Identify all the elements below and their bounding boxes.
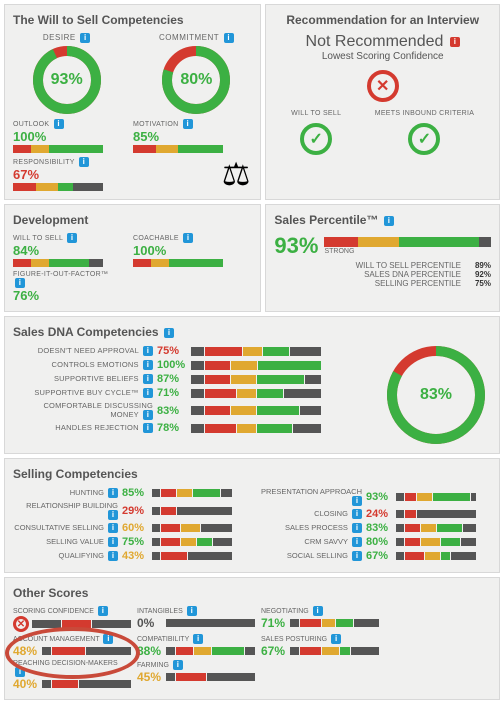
x-icon: ✕ bbox=[367, 70, 399, 102]
info-icon[interactable]: i bbox=[173, 660, 183, 670]
info-icon[interactable]: i bbox=[384, 216, 394, 226]
stat-outlook: OUTLOOK i 100% bbox=[13, 119, 113, 153]
sell-row: HUNTING i 85% bbox=[13, 487, 247, 499]
pct-row: SALES DNA PERCENTILE92% bbox=[274, 270, 491, 279]
sell-row: SOCIAL SELLING i 67% bbox=[257, 550, 491, 562]
gauge-commitment: COMMITMENT i 80% bbox=[159, 33, 234, 115]
pct-rating: STRONG bbox=[324, 248, 491, 255]
info-icon[interactable]: i bbox=[183, 233, 193, 243]
other-item: COMPATIBILITY i 88% bbox=[137, 634, 255, 658]
x-icon: ✕ bbox=[13, 616, 29, 632]
info-icon[interactable]: i bbox=[15, 667, 25, 677]
sell-row: QUALIFYING i 43% bbox=[13, 550, 247, 562]
other-title: Other Scores bbox=[13, 586, 491, 600]
sell-row: PRESENTATION APPROACH i 93% bbox=[257, 487, 491, 506]
dev-stat: FIGURE-IT-OUT-FACTOR™ i 76% bbox=[13, 271, 113, 303]
other-item: FARMING i 45% bbox=[137, 660, 255, 691]
sell-row: SALES PROCESS i 83% bbox=[257, 522, 491, 534]
dev-stat: COACHABLE i 100% bbox=[133, 233, 233, 267]
dna-panel: Sales DNA Competencies i DOESN'T NEED AP… bbox=[4, 316, 500, 454]
pct-title: Sales Percentile™ i bbox=[274, 213, 491, 227]
pct-row: SELLING PERCENTILE75% bbox=[274, 279, 491, 288]
info-icon[interactable]: i bbox=[450, 37, 460, 47]
info-icon[interactable]: i bbox=[352, 496, 362, 506]
recommendation-panel: Recommendation for an Interview Not Reco… bbox=[265, 4, 500, 200]
rec-title: Recommendation for an Interview bbox=[274, 13, 491, 27]
info-icon[interactable]: i bbox=[224, 33, 234, 43]
info-icon[interactable]: i bbox=[164, 328, 174, 338]
info-icon[interactable]: i bbox=[193, 634, 203, 644]
check-icon: ✓ bbox=[408, 123, 440, 155]
development-panel: Development WILL TO SELL i 84% COACHABLE… bbox=[4, 204, 261, 312]
other-item: REACHING DECISION-MAKERS i 40% bbox=[13, 660, 131, 691]
info-icon[interactable]: i bbox=[143, 410, 153, 420]
dna-row: SUPPORTIVE BELIEFS i 87% bbox=[13, 373, 373, 385]
info-icon[interactable]: i bbox=[108, 488, 118, 498]
dev-title: Development bbox=[13, 213, 252, 227]
sell-row: SELLING VALUE i 75% bbox=[13, 536, 247, 548]
info-icon[interactable]: i bbox=[143, 360, 153, 370]
info-icon[interactable]: i bbox=[108, 551, 118, 561]
dna-row: CONTROLS EMOTIONS i 100% bbox=[13, 359, 373, 371]
other-item: SALES POSTURING i 67% bbox=[261, 634, 379, 658]
info-icon[interactable]: i bbox=[143, 423, 153, 433]
dna-title: Sales DNA Competencies i bbox=[13, 325, 491, 339]
sell-row: CONSULTATIVE SELLING i 60% bbox=[13, 522, 247, 534]
pct-row: WILL TO SELL PERCENTILE89% bbox=[274, 261, 491, 270]
other-panel: Other Scores SCORING CONFIDENCE i ✕ INTA… bbox=[4, 577, 500, 700]
info-icon[interactable]: i bbox=[103, 634, 113, 644]
other-item: ACCOUNT MANAGEMENT i 48% bbox=[13, 634, 131, 658]
pct-value: 93% bbox=[274, 233, 318, 259]
scales-icon: ⚖ bbox=[222, 155, 251, 193]
sell-row: CRM SAVVY i 80% bbox=[257, 536, 491, 548]
info-icon[interactable]: i bbox=[183, 119, 193, 129]
will-to-sell-panel: The Will to Sell Competencies DESIRE i 9… bbox=[4, 4, 261, 200]
info-icon[interactable]: i bbox=[352, 523, 362, 533]
other-item: NEGOTIATING i 71% bbox=[261, 606, 379, 632]
info-icon[interactable]: i bbox=[79, 157, 89, 167]
info-icon[interactable]: i bbox=[67, 233, 77, 243]
info-icon[interactable]: i bbox=[108, 537, 118, 547]
sell-row: RELATIONSHIP BUILDING i 29% bbox=[13, 501, 247, 520]
sell-row: CLOSING i 24% bbox=[257, 508, 491, 520]
other-item: INTANGIBLES i 0% bbox=[137, 606, 255, 632]
percentile-panel: Sales Percentile™ i 93% STRONG WILL TO S… bbox=[265, 204, 500, 312]
rec-check: MEETS INBOUND CRITERIA ✓ bbox=[375, 110, 475, 158]
info-icon[interactable]: i bbox=[352, 551, 362, 561]
rec-main: Not Recommended bbox=[306, 33, 444, 50]
selling-panel: Selling Competencies HUNTING i 85% RELAT… bbox=[4, 458, 500, 573]
dna-row: COMFORTABLE DISCUSSING MONEY i 83% bbox=[13, 401, 373, 420]
info-icon[interactable]: i bbox=[108, 510, 118, 520]
check-icon: ✓ bbox=[300, 123, 332, 155]
info-icon[interactable]: i bbox=[143, 374, 153, 384]
dna-row: SUPPORTIVE BUY CYCLE™ i 71% bbox=[13, 387, 373, 399]
info-icon[interactable]: i bbox=[331, 634, 341, 644]
rec-sub: Lowest Scoring Confidence bbox=[274, 51, 491, 62]
sell-title: Selling Competencies bbox=[13, 467, 491, 481]
info-icon[interactable]: i bbox=[143, 346, 153, 356]
info-icon[interactable]: i bbox=[352, 509, 362, 519]
dna-row: DOESN'T NEED APPROVAL i 75% bbox=[13, 345, 373, 357]
info-icon[interactable]: i bbox=[54, 119, 64, 129]
info-icon[interactable]: i bbox=[15, 278, 25, 288]
stat-responsibility: RESPONSIBILITY i 67% bbox=[13, 157, 113, 191]
other-item: SCORING CONFIDENCE i ✕ bbox=[13, 606, 131, 632]
dev-stat: WILL TO SELL i 84% bbox=[13, 233, 113, 267]
info-icon[interactable]: i bbox=[108, 523, 118, 533]
gauge-desire: DESIRE i 93% bbox=[32, 33, 102, 115]
rec-check: WILL TO SELL ✓ bbox=[291, 110, 341, 158]
stat-motivation: MOTIVATION i 85% bbox=[133, 119, 233, 153]
will-title: The Will to Sell Competencies bbox=[13, 13, 252, 27]
info-icon[interactable]: i bbox=[143, 388, 153, 398]
info-icon[interactable]: i bbox=[80, 33, 90, 43]
dna-row: HANDLES REJECTION i 78% bbox=[13, 422, 373, 434]
info-icon[interactable]: i bbox=[352, 537, 362, 547]
